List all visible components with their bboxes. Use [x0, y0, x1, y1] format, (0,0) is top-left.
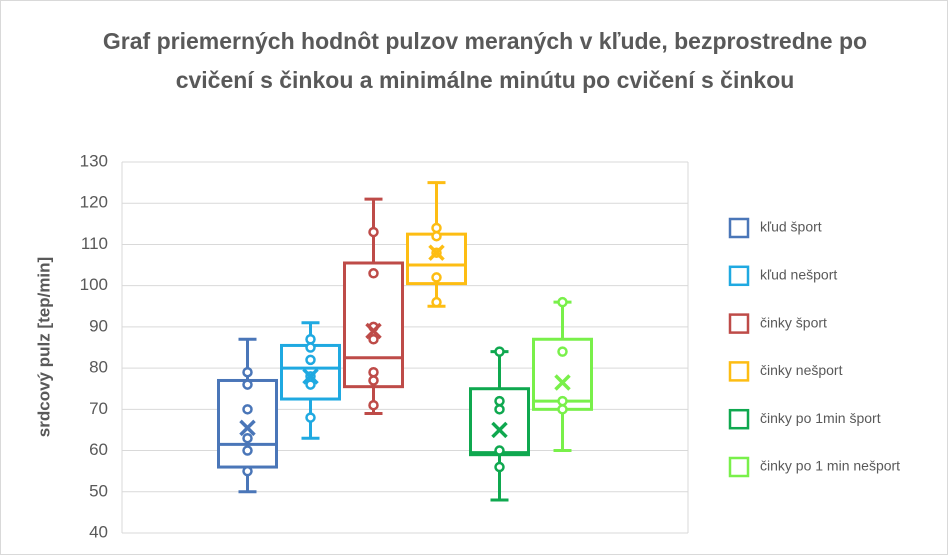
data-point — [431, 230, 442, 242]
data-point — [494, 395, 505, 407]
data-point — [557, 404, 568, 415]
data-point — [557, 346, 568, 357]
data-point — [242, 379, 253, 390]
mean-marker — [302, 368, 319, 385]
data-point — [305, 379, 316, 390]
mean-marker — [554, 374, 571, 391]
y-tick-label: 40 — [89, 522, 108, 541]
y-tick-label: 60 — [89, 440, 108, 459]
y-tick-label: 120 — [80, 193, 108, 212]
legend-label: kľud šport — [760, 219, 822, 235]
data-point — [242, 404, 253, 415]
mean-marker — [239, 419, 256, 437]
data-point — [305, 354, 316, 366]
data-point — [557, 395, 568, 407]
legend-swatch — [728, 265, 750, 287]
data-point — [494, 461, 505, 473]
data-point — [494, 404, 505, 415]
legend-swatch — [728, 408, 750, 430]
data-point — [305, 334, 316, 345]
legend-label: činky po 1 min nešport — [760, 458, 900, 474]
y-axis-label: srdcový pulz [tep/min] — [34, 257, 53, 437]
y-tick-label: 50 — [89, 481, 108, 500]
data-point — [368, 366, 379, 378]
data-point — [242, 366, 253, 378]
data-point — [368, 226, 379, 238]
data-point — [431, 272, 442, 283]
data-point — [431, 222, 442, 234]
y-tick-label: 80 — [89, 358, 108, 377]
y-tick-label: 130 — [80, 151, 108, 170]
legend-swatch — [728, 456, 750, 478]
data-point — [242, 445, 253, 456]
data-point — [242, 432, 253, 444]
y-tick-label: 90 — [89, 316, 108, 335]
legend-label: činky nešport — [760, 362, 843, 378]
legend-swatch — [728, 361, 750, 382]
legend-label: kľud nešport — [760, 267, 837, 283]
chart-title: Graf priemerných hodnôt pulzov meraných … — [102, 28, 868, 93]
legend-swatch — [728, 217, 750, 239]
data-point — [305, 342, 316, 353]
mean-marker — [428, 244, 445, 261]
data-point — [368, 268, 379, 279]
data-point — [242, 465, 253, 477]
legend-label: činky šport — [760, 314, 827, 330]
data-point — [368, 399, 379, 411]
data-point — [305, 412, 316, 423]
legend-swatch — [728, 313, 750, 334]
data-point — [368, 334, 379, 345]
legend-label: činky po 1min šport — [760, 410, 881, 426]
data-point — [368, 375, 379, 386]
mean-marker — [491, 421, 508, 439]
y-tick-label: 100 — [80, 275, 108, 294]
y-tick-label: 70 — [89, 399, 108, 418]
data-point — [494, 445, 505, 456]
mean-marker — [365, 322, 382, 340]
y-tick-label: 110 — [81, 234, 108, 253]
data-point — [494, 346, 505, 357]
data-point — [557, 296, 568, 308]
data-point — [431, 296, 442, 308]
